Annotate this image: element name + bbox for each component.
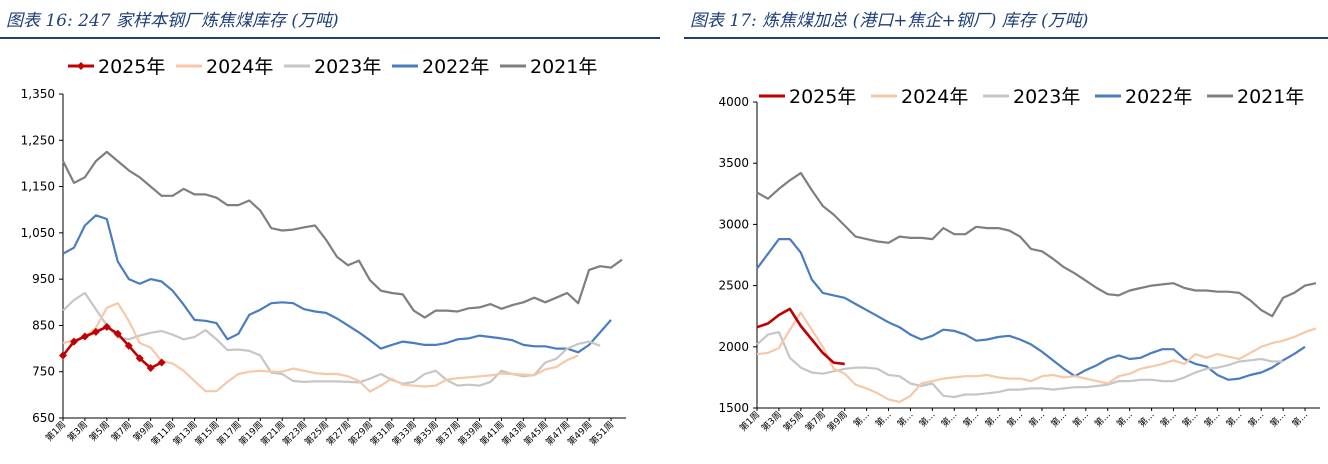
y-tick-label: 4000 [718, 95, 749, 109]
x-tick-label: 第... [982, 409, 1003, 430]
legend-label: 2022年 [422, 56, 489, 78]
series-line-2023 [756, 331, 1284, 399]
x-tick-label: 第7周 [109, 419, 134, 444]
chart-panel-16: 图表 16: 247 家样本钢厂炼焦煤库存 (万吨) 1,350 1,250 1,1… [0, 0, 660, 464]
chart-title: 图表 17: 炼焦煤加总 (港口+焦企+钢厂) 库存 (万吨) [690, 11, 1089, 31]
y-tick-label: 650 [32, 411, 55, 425]
legend-label: 2023年 [1013, 86, 1080, 108]
x-tick-label: 第... [917, 409, 938, 430]
data-point-2025 [135, 354, 144, 363]
data-point-2025 [69, 337, 78, 346]
x-tick-label: 第... [1245, 409, 1266, 430]
series-line-2024 [756, 311, 1317, 403]
series-line-2021 [756, 171, 1317, 318]
series-line-2025 [61, 325, 163, 370]
chart-16-svg: 1,3501,2501,1501,050950850750650第1周第3周第5… [21, 56, 626, 448]
x-tick-label: 第... [1092, 409, 1113, 430]
x-tick-label: 第... [1289, 409, 1310, 430]
x-tick-label: 第... [1180, 409, 1201, 430]
data-point-2025 [59, 351, 67, 360]
x-tick-label: 第... [873, 409, 894, 430]
legend-label: 2021年 [1237, 86, 1304, 108]
y-tick-label: 950 [32, 272, 55, 286]
y-tick-label: 2500 [718, 279, 749, 293]
series-line-2022 [62, 214, 612, 354]
data-point-2025 [146, 364, 155, 373]
y-tick-label: 2000 [718, 340, 749, 354]
x-tick-label: 第... [1267, 409, 1288, 430]
x-tick-label: 第3周 [759, 409, 784, 434]
data-point-2025 [113, 329, 122, 338]
series-line-2024 [62, 302, 579, 393]
y-tick-label: 1,250 [21, 133, 55, 147]
series-line-2022 [756, 238, 1306, 381]
x-tick-label: 第... [938, 409, 959, 430]
x-tick-label: 第5周 [87, 419, 112, 444]
legend-label: 2023年 [314, 56, 381, 78]
title-rule [0, 37, 660, 39]
x-tick-label: 第7周 [803, 409, 828, 434]
x-tick-label: 第... [1158, 409, 1179, 430]
y-tick-label: 1500 [718, 401, 749, 415]
x-tick-label: 第... [1070, 409, 1091, 430]
x-tick-label: 第5周 [781, 409, 806, 434]
legend-label: 2022年 [1125, 86, 1192, 108]
chart-title: 图表 16: 247 家样本钢厂炼焦煤库存 (万吨) [6, 11, 339, 31]
data-point-2025 [124, 341, 133, 350]
x-tick-label: 第... [851, 409, 872, 430]
x-tick-label: 第... [1136, 409, 1157, 430]
data-point-2025 [157, 358, 166, 367]
y-tick-label: 1,150 [21, 180, 55, 194]
x-tick-label: 第... [1223, 409, 1244, 430]
chart-panel-17: 图表 17: 炼焦煤加总 (港口+焦企+钢厂) 库存 (万吨) 4000 3500… [684, 0, 1328, 464]
series-line-2023 [62, 291, 601, 387]
legend-label: 2024年 [901, 86, 968, 108]
x-tick-label: 第51周 [587, 419, 616, 448]
y-tick-label: 3500 [718, 156, 749, 170]
x-tick-label: 第... [895, 409, 916, 430]
x-tick-label: 第... [1004, 409, 1025, 430]
data-point-2025 [91, 327, 100, 336]
title-rule [684, 37, 1328, 39]
legend-label: 2025年 [98, 56, 165, 78]
legend-label: 2025年 [789, 86, 856, 108]
x-tick-label: 第... [1026, 409, 1047, 430]
series-line-2025 [756, 307, 845, 366]
legend-marker [77, 62, 85, 70]
y-tick-label: 1,350 [21, 87, 55, 101]
data-point-2025 [102, 322, 111, 331]
legend-label: 2021年 [530, 56, 597, 78]
data-point-2025 [80, 332, 89, 341]
x-tick-label: 第... [960, 409, 981, 430]
y-tick-label: 750 [32, 365, 55, 379]
series-line-2021 [62, 150, 623, 319]
legend-label: 2024年 [206, 56, 273, 78]
x-tick-label: 第9周 [825, 409, 850, 434]
chart-17-svg: 400035003000250020001500第1周第3周第5周第7周第9周第… [718, 86, 1320, 434]
y-tick-label: 3000 [718, 217, 749, 231]
x-tick-label: 第3周 [65, 419, 90, 444]
y-tick-label: 1,050 [21, 226, 55, 240]
x-tick-label: 第... [1114, 409, 1135, 430]
x-tick-label: 第... [1048, 409, 1069, 430]
y-tick-label: 850 [32, 318, 55, 332]
x-tick-label: 第... [1202, 409, 1223, 430]
